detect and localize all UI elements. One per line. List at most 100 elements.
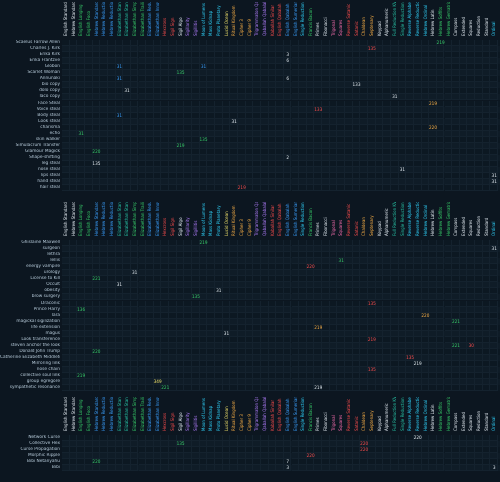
column-header[interactable]: Standard bbox=[483, 17, 489, 36]
column-header[interactable]: Ordinal bbox=[491, 221, 497, 236]
column-header[interactable]: Cipher 3 bbox=[238, 19, 244, 36]
column-header[interactable]: Hebrew Standard bbox=[70, 202, 76, 236]
column-header[interactable]: Mass Kidnap bbox=[208, 210, 214, 236]
column-header[interactable]: Alphanumeric bbox=[384, 8, 390, 36]
column-header[interactable]: Elizabethan Simple bbox=[131, 397, 137, 431]
column-header[interactable]: Fibonacci bbox=[323, 17, 329, 36]
table-row[interactable]: dolo copy 31 bbox=[0, 88, 500, 95]
column-header[interactable]: Ritual Kingdom bbox=[231, 5, 237, 36]
column-header[interactable]: Hebrew Standard bbox=[93, 397, 99, 431]
column-header[interactable]: Qaballah Qabalah bbox=[261, 2, 267, 36]
column-header[interactable]: English Sumerian bbox=[292, 202, 298, 236]
column-header[interactable]: Francis Bacon bbox=[307, 8, 313, 36]
column-header[interactable]: Cipher 3 bbox=[238, 219, 244, 236]
column-header[interactable]: English Standard bbox=[63, 397, 68, 431]
column-header[interactable]: English Longing bbox=[78, 4, 84, 36]
column-header[interactable]: Kaballah Sinilar bbox=[269, 5, 275, 36]
column-header[interactable]: Hebrew Soffits bbox=[437, 206, 443, 236]
column-header[interactable]: Single Reduction bbox=[300, 2, 306, 36]
column-header[interactable]: Sigillarity bbox=[185, 17, 191, 36]
column-header[interactable]: English Sumerian bbox=[292, 2, 298, 36]
column-header[interactable]: Reduction bbox=[476, 411, 482, 431]
column-header[interactable]: English Longing bbox=[78, 204, 84, 236]
column-header[interactable]: Elizabethan Innovation bbox=[154, 2, 160, 36]
column-header[interactable]: Hebrew Standard bbox=[70, 2, 76, 36]
table-row[interactable]: Scarlet Woman 135 bbox=[0, 70, 500, 77]
column-header[interactable]: Hebrew Soffits bbox=[437, 6, 443, 36]
column-header[interactable]: Francis Bacon bbox=[307, 208, 313, 236]
column-header[interactable]: Elizabethan Reduction bbox=[147, 397, 153, 431]
column-header[interactable]: Septenary bbox=[369, 410, 374, 431]
column-header[interactable]: English Qabalah B bbox=[284, 2, 290, 36]
column-header[interactable]: Sigil Sign bbox=[170, 17, 176, 36]
table-row[interactable]: sympathetic resonance 221 219 bbox=[0, 385, 500, 392]
column-header[interactable]: Kaballah Sinilar bbox=[269, 400, 275, 431]
column-header[interactable]: Sigillitis bbox=[193, 220, 199, 236]
column-header[interactable]: Hebrew Gematria bbox=[445, 202, 451, 236]
column-header[interactable]: Sigil Algo bbox=[177, 412, 183, 431]
column-header[interactable]: Hebrew Latin bbox=[430, 404, 436, 431]
column-header[interactable]: Hebrew Ordinal bbox=[422, 4, 428, 36]
column-header[interactable]: Cipher 9 bbox=[246, 219, 252, 236]
column-header[interactable]: Mass Kidnap bbox=[208, 10, 214, 36]
column-header[interactable]: Satanic bbox=[353, 221, 359, 236]
row-label[interactable]: Bibi bbox=[51, 465, 60, 471]
column-header[interactable]: Hebrew Standard bbox=[93, 202, 99, 236]
column-header[interactable]: Sigil Sign bbox=[170, 412, 176, 431]
row-label[interactable]: Scaelus Farrow Allen bbox=[15, 40, 60, 45]
column-header[interactable]: Elizabethan Standard bbox=[124, 202, 130, 236]
column-header[interactable]: Hexcross bbox=[162, 17, 168, 36]
table-row[interactable]: Erika Frantzve 6 bbox=[0, 58, 500, 65]
column-header[interactable]: Hebrew Gematria bbox=[445, 2, 451, 36]
row-label[interactable]: bio copy bbox=[41, 82, 60, 88]
column-header[interactable]: Alphanumeric bbox=[384, 208, 390, 236]
column-header[interactable]: Single Reduction bbox=[300, 397, 306, 431]
column-header[interactable]: Standard bbox=[483, 217, 489, 236]
column-header[interactable]: Francis Bacon bbox=[307, 403, 313, 431]
column-header[interactable]: Reverse Reduction bbox=[414, 2, 420, 36]
column-header[interactable]: Chaldean bbox=[361, 217, 367, 236]
column-header[interactable]: Elizabethan Simple bbox=[131, 2, 137, 36]
row-label[interactable]: Scarlet Woman bbox=[27, 70, 60, 76]
column-header[interactable]: Elizabethan Reduction bbox=[147, 202, 153, 236]
column-header[interactable]: Hebrew Reduction bbox=[101, 2, 107, 36]
row-label[interactable]: Erika Frantzve bbox=[29, 58, 61, 64]
table-row[interactable]: Charles J. Kirk 135 bbox=[0, 46, 500, 53]
column-header[interactable]: Squares bbox=[338, 19, 344, 36]
column-header[interactable]: Extended bbox=[460, 17, 466, 36]
column-header[interactable]: Chaldean bbox=[361, 412, 367, 431]
table-row[interactable]: Taco copy 31 bbox=[0, 94, 500, 101]
column-header[interactable]: Proto Planetary bbox=[216, 5, 221, 36]
column-header[interactable]: Hebrew Latin bbox=[430, 209, 436, 236]
column-header[interactable]: Fibonacci bbox=[323, 217, 329, 236]
column-header[interactable]: Compass bbox=[453, 412, 459, 431]
column-header[interactable]: Sigillarity bbox=[185, 412, 191, 431]
column-header[interactable]: Trigrammaton Qabalah bbox=[254, 397, 260, 431]
column-header[interactable]: Extended bbox=[460, 217, 466, 236]
column-header[interactable]: Compass bbox=[453, 17, 459, 36]
column-header[interactable]: Hexcross bbox=[162, 412, 168, 431]
column-header[interactable]: Hebrew Reduction bbox=[101, 202, 107, 236]
column-header[interactable]: Elizabethan Trailing bbox=[139, 2, 145, 36]
column-header[interactable]: Standard bbox=[483, 412, 489, 431]
column-header[interactable]: Sigil Sign bbox=[170, 217, 176, 236]
column-header[interactable]: Reverse Satanic bbox=[346, 203, 352, 236]
column-header[interactable]: Ordinal bbox=[491, 416, 497, 431]
row-label[interactable]: dolo copy bbox=[39, 88, 60, 94]
column-header[interactable]: Chaldean bbox=[361, 17, 367, 36]
column-header[interactable]: English Qabalah bbox=[277, 203, 283, 236]
column-header[interactable]: Moon of Lumens bbox=[200, 398, 206, 431]
table-row[interactable]: Globon 31 31 bbox=[0, 64, 500, 71]
column-header[interactable]: Primes bbox=[315, 222, 321, 236]
column-header[interactable]: Trigonal bbox=[330, 220, 336, 236]
row-label[interactable]: Globon bbox=[44, 64, 60, 70]
table-row[interactable]: Annunaki 31 6 bbox=[0, 76, 500, 83]
column-header[interactable]: Cipher 3 bbox=[238, 414, 244, 431]
column-header[interactable]: Compass bbox=[453, 217, 459, 236]
column-header[interactable]: Cipher 9 bbox=[246, 414, 252, 431]
column-header[interactable]: Elizabethan Reduction bbox=[147, 2, 153, 36]
column-header[interactable]: Trigrammaton Qabalah bbox=[254, 202, 260, 236]
column-header[interactable]: Squares bbox=[338, 414, 344, 431]
column-header[interactable]: Sigillitis bbox=[193, 415, 199, 431]
column-header[interactable]: Primes bbox=[315, 417, 321, 431]
